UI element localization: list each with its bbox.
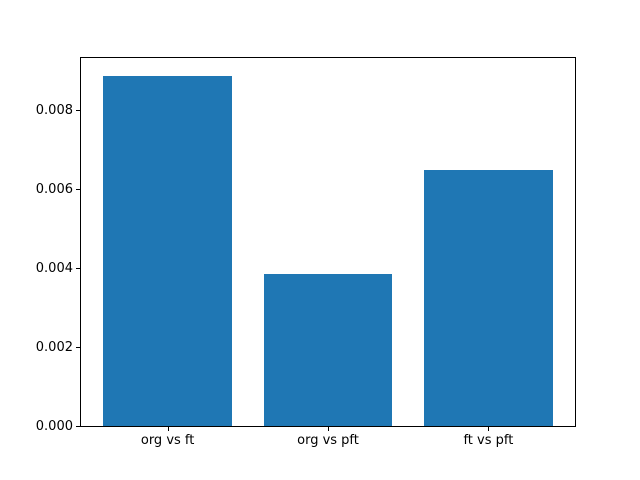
x-tick-label: org vs ft xyxy=(140,433,195,448)
x-tick-mark xyxy=(488,427,490,431)
y-tick-label: 0.008 xyxy=(35,103,73,119)
bar-ft-vs-pft xyxy=(424,169,553,426)
x-tick-label: org vs pft xyxy=(297,433,359,448)
y-tick-label: 0.004 xyxy=(35,261,73,277)
y-tick-mark xyxy=(76,268,80,270)
x-tick-label: ft vs pft xyxy=(463,433,514,448)
y-tick-mark xyxy=(76,189,80,191)
y-tick-label: 0.006 xyxy=(35,182,73,198)
y-tick-mark xyxy=(76,110,80,112)
plot-area xyxy=(80,57,576,427)
bar-org-vs-pft xyxy=(263,274,393,426)
x-tick-mark xyxy=(328,427,329,431)
y-tick-mark xyxy=(76,347,80,349)
y-tick-mark xyxy=(76,426,80,427)
y-tick-label: 0.002 xyxy=(35,340,73,356)
x-tick-mark xyxy=(167,427,169,431)
y-tick-label: 0.000 xyxy=(35,419,73,434)
bar-org-vs-ft xyxy=(103,75,232,426)
